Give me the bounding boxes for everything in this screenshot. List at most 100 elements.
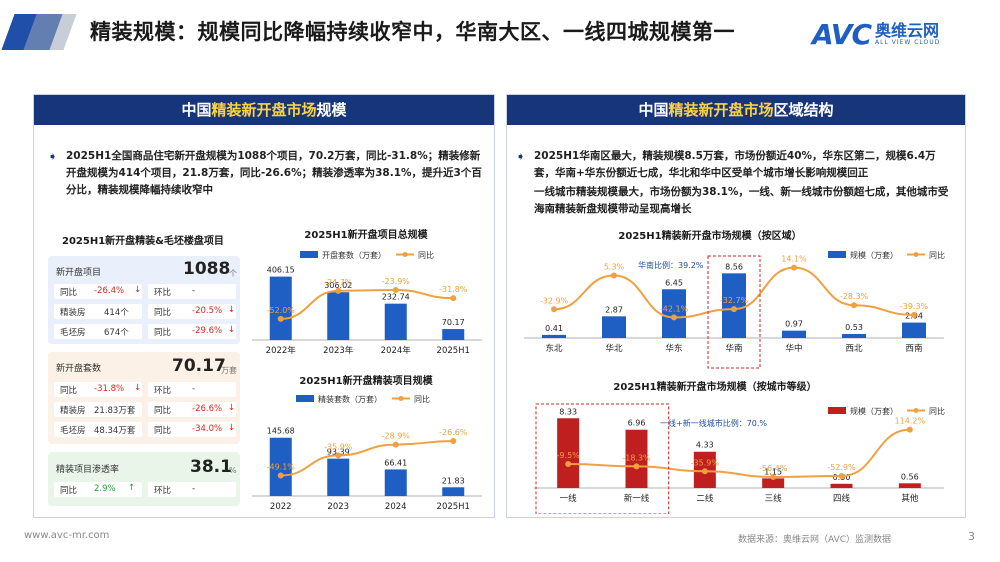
left-bullet: ➧ 2025H1全国商品住宅新开盘规模为1088个项目，70.2万套，同比-31… bbox=[48, 150, 482, 196]
kpi-value: 1088 bbox=[183, 259, 231, 279]
up-arrow-icon: ↑ bbox=[128, 483, 136, 493]
yoy-label: 114.2% bbox=[895, 417, 926, 426]
bar bbox=[557, 418, 580, 488]
yoy-point bbox=[335, 287, 342, 294]
x-tick-label: 2025H1 bbox=[437, 346, 470, 356]
kpi-value: 70.17 bbox=[172, 356, 226, 376]
yoy-point bbox=[911, 311, 917, 318]
kpi-row-label: 同比 bbox=[60, 288, 78, 298]
x-tick-label: 2023年 bbox=[323, 345, 354, 356]
legend-bar-swatch bbox=[296, 395, 314, 402]
bar-value-label: 0.97 bbox=[785, 320, 803, 329]
bar-value-label: 70.17 bbox=[442, 318, 465, 327]
legend-line-marker bbox=[913, 252, 919, 257]
bar bbox=[442, 329, 465, 340]
down-arrow-icon: ↓ bbox=[228, 325, 236, 335]
bar bbox=[269, 276, 292, 340]
x-tick-label: 2025H1 bbox=[437, 502, 470, 512]
bar bbox=[442, 487, 465, 496]
yoy-label: -32.7% bbox=[720, 296, 749, 305]
kpi-row-label: 同比 bbox=[60, 386, 78, 396]
yoy-point bbox=[551, 306, 557, 313]
yoy-point bbox=[335, 452, 342, 459]
chart-title: 2025H1精装新开盘市场规模（按区域） bbox=[618, 229, 801, 242]
bar bbox=[384, 303, 407, 340]
kpi-row-label: 同比 bbox=[154, 308, 172, 318]
yoy-label: -49.1% bbox=[267, 463, 296, 472]
yoy-point bbox=[611, 272, 617, 279]
legend-label: 同比 bbox=[929, 406, 945, 416]
chart-annotation: 一线+新一线城市比例：70.% bbox=[660, 418, 767, 428]
yoy-point bbox=[838, 473, 845, 480]
kpi-row-value: - bbox=[192, 484, 196, 494]
x-tick-label: 华东 bbox=[665, 343, 682, 354]
bar-value-label: 306.02 bbox=[324, 281, 352, 290]
legend-bar-swatch bbox=[828, 251, 846, 258]
legend-label: 精装套数（万套） bbox=[318, 394, 382, 404]
bar bbox=[542, 334, 566, 338]
highlight-box bbox=[707, 255, 761, 369]
yoy-label: 14.1% bbox=[781, 255, 807, 264]
highlight-box bbox=[535, 403, 670, 514]
kpi-unit: % bbox=[229, 466, 237, 475]
yoy-label: -35.9% bbox=[691, 458, 720, 467]
x-tick-label: 华北 bbox=[605, 343, 623, 354]
footer-website[interactable]: www.avc-mr.com bbox=[24, 530, 110, 541]
kpi-label: 精装项目渗透率 bbox=[56, 465, 120, 475]
yoy-label: -32.9% bbox=[540, 296, 569, 305]
bar-value-label: 2.87 bbox=[605, 305, 623, 314]
yoy-label: -52.0% bbox=[267, 306, 296, 315]
yoy-point bbox=[450, 438, 457, 445]
down-arrow-icon: ↓ bbox=[134, 383, 142, 393]
bar-value-label: 8.33 bbox=[559, 407, 577, 416]
yoy-label: -26.6% bbox=[439, 428, 468, 437]
kpi-row-value: 48.34万套 bbox=[94, 426, 136, 436]
yoy-point bbox=[392, 441, 399, 448]
kpi-value: 38.1 bbox=[190, 457, 232, 477]
yoy-point bbox=[791, 264, 797, 271]
bar-value-label: 21.83 bbox=[442, 476, 465, 485]
kpi-row-label: 同比 bbox=[154, 328, 172, 338]
kpi-row-value: -34.0% bbox=[192, 424, 223, 434]
kpi-row-label: 精装房 bbox=[60, 308, 86, 318]
yoy-point bbox=[450, 295, 457, 302]
bar-value-label: 0.53 bbox=[845, 323, 863, 332]
down-arrow-icon: ↓ bbox=[228, 305, 236, 315]
x-tick-label: 华南 bbox=[725, 343, 742, 354]
kpi-row-value: 674个 bbox=[104, 328, 129, 338]
legend-line-marker bbox=[402, 252, 408, 257]
kpi-row-label: 环比 bbox=[154, 288, 172, 298]
yoy-line bbox=[568, 428, 910, 479]
x-tick-label: 华中 bbox=[785, 343, 802, 354]
x-tick-label: 一线 bbox=[560, 493, 578, 504]
bar bbox=[602, 316, 626, 338]
x-tick-label: 二线 bbox=[696, 493, 714, 504]
kpi-unit: 个 bbox=[229, 269, 237, 278]
right-panel-title: 中国精装新开盘市场区域结构 bbox=[507, 95, 965, 125]
chart-title: 2025H1精装新开盘市场规模（按城市等级） bbox=[613, 380, 816, 393]
yoy-point bbox=[565, 460, 572, 467]
yoy-label: -52.9% bbox=[827, 463, 856, 472]
yoy-label: -23.9% bbox=[382, 277, 411, 286]
x-tick-label: 其他 bbox=[901, 493, 919, 504]
bar bbox=[902, 322, 926, 338]
x-tick-label: 新一线 bbox=[624, 493, 650, 504]
avc-logo: AVC 奥维云网 ALL VIEW CLOUD bbox=[812, 18, 940, 51]
bullet-arrow-icon: ➧ bbox=[516, 150, 526, 163]
kpi-row-value: - bbox=[192, 384, 196, 394]
bullet-arrow-icon: ➧ bbox=[48, 150, 58, 163]
x-tick-label: 2022 bbox=[270, 502, 292, 512]
bar bbox=[662, 289, 686, 338]
yoy-point bbox=[392, 287, 399, 294]
footer-source: 数据来源：奥维云网（AVC）监测数据 bbox=[738, 535, 892, 545]
x-tick-label: 东北 bbox=[545, 343, 563, 354]
left-panel-title: 中国精装新开盘市场规模 bbox=[34, 95, 494, 125]
kpi-box-penetration bbox=[48, 452, 240, 506]
kpi-row-value: 2.9% bbox=[94, 484, 116, 494]
bar-value-label: 6.45 bbox=[665, 278, 683, 287]
left-panel: 中国精装新开盘市场规模 bbox=[33, 94, 495, 518]
bar bbox=[327, 292, 350, 340]
x-tick-label: 三线 bbox=[765, 493, 783, 504]
legend-label: 同比 bbox=[414, 394, 430, 404]
